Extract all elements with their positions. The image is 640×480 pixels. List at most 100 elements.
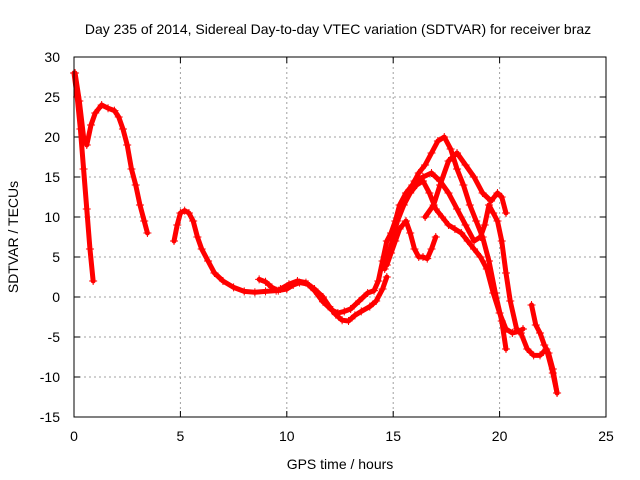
series-trace <box>384 218 439 268</box>
data-point <box>170 237 179 245</box>
data-point <box>71 69 80 77</box>
y-tick-label: -10 <box>40 369 60 385</box>
data-point <box>548 369 557 377</box>
data-point <box>344 317 353 325</box>
data-series <box>70 69 562 397</box>
y-tick-label: 30 <box>44 49 60 65</box>
data-point <box>410 245 419 253</box>
data-point <box>189 217 198 225</box>
y-tick-labels: -15 -10 -5 0 5 10 15 20 25 30 <box>40 49 60 425</box>
data-point <box>91 109 100 117</box>
data-point <box>423 254 432 263</box>
plot-frame <box>73 56 607 418</box>
chart-title: Day 235 of 2014, Sidereal Day-to-day VTE… <box>85 21 591 37</box>
series-trace <box>171 208 279 295</box>
series-pass-8 <box>410 169 525 337</box>
data-point <box>487 197 496 205</box>
data-point <box>461 161 470 169</box>
series-trace <box>422 150 509 220</box>
data-point <box>482 265 491 273</box>
data-point <box>453 149 462 157</box>
data-point <box>453 165 462 173</box>
y-tick-label: -15 <box>40 409 60 425</box>
y-tick-label: 20 <box>44 129 60 145</box>
data-point <box>440 133 449 141</box>
data-point <box>110 106 119 115</box>
data-point <box>472 217 481 225</box>
data-point <box>497 193 506 201</box>
data-point <box>204 257 213 265</box>
data-point <box>104 104 113 113</box>
data-point <box>438 213 447 221</box>
x-tick-label: 15 <box>385 428 401 444</box>
data-point <box>489 209 498 217</box>
data-point <box>82 205 91 213</box>
data-point <box>387 249 396 257</box>
data-point <box>427 169 436 177</box>
data-point <box>493 217 502 225</box>
series-trace <box>411 170 524 336</box>
data-point <box>97 101 106 109</box>
data-point <box>284 280 293 289</box>
data-point <box>357 307 366 316</box>
data-point <box>123 141 132 149</box>
data-point <box>516 329 525 337</box>
data-point <box>484 257 493 265</box>
data-point <box>340 307 349 316</box>
data-point <box>493 189 502 197</box>
data-point <box>497 237 506 245</box>
data-point <box>276 285 285 293</box>
x-tick-label: 20 <box>492 428 508 444</box>
data-point <box>393 217 402 225</box>
data-point <box>261 277 270 286</box>
data-point <box>180 206 189 215</box>
data-point <box>450 225 459 233</box>
data-point <box>382 237 391 245</box>
data-point <box>501 209 510 217</box>
x-tick-label: 0 <box>70 428 78 444</box>
data-point <box>418 253 427 261</box>
data-point <box>536 329 545 337</box>
data-point <box>79 133 88 141</box>
data-point <box>478 189 487 197</box>
data-point <box>327 305 336 314</box>
data-point <box>489 289 498 297</box>
data-point <box>218 277 227 285</box>
data-point <box>457 229 466 237</box>
data-point <box>508 329 517 337</box>
data-point <box>85 245 94 253</box>
series-pass-11 <box>516 329 562 397</box>
data-point <box>355 297 364 305</box>
data-point <box>476 253 485 261</box>
data-point <box>87 121 96 129</box>
data-point <box>553 389 562 397</box>
data-point <box>380 265 389 273</box>
data-point <box>461 221 470 229</box>
data-point <box>444 221 453 229</box>
data-point <box>501 269 510 277</box>
data-point <box>143 229 152 237</box>
data-point <box>399 201 408 209</box>
data-point <box>427 149 436 157</box>
data-point <box>89 277 98 285</box>
data-point <box>261 287 270 296</box>
data-point <box>173 221 182 229</box>
series-trace <box>277 134 509 352</box>
data-point <box>406 229 415 237</box>
data-point <box>470 245 479 253</box>
data-point <box>127 165 136 173</box>
data-point <box>82 141 91 149</box>
data-point <box>229 283 238 292</box>
data-point <box>370 286 379 295</box>
data-point <box>255 275 264 284</box>
data-point <box>421 161 430 169</box>
data-point <box>176 209 185 217</box>
data-point <box>374 277 383 285</box>
y-tick-label: -5 <box>48 329 61 345</box>
data-point <box>446 145 455 153</box>
data-point <box>193 233 202 241</box>
data-point <box>395 225 404 233</box>
data-point <box>131 181 140 189</box>
data-point <box>470 173 479 181</box>
